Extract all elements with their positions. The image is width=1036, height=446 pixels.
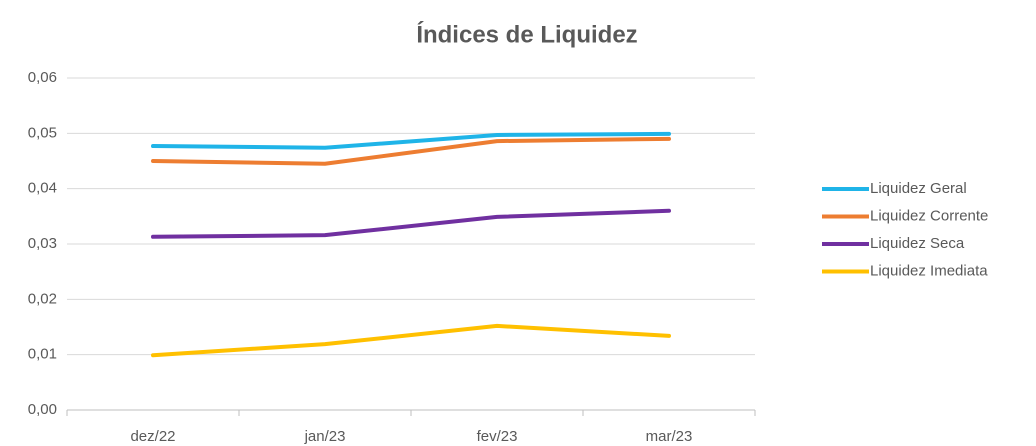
y-tick-label: 0,02 xyxy=(28,290,57,307)
y-tick-label: 0,00 xyxy=(28,401,57,418)
legend-label: Liquidez Imediata xyxy=(870,262,988,279)
legend-label: Liquidez Geral xyxy=(870,180,967,197)
series-line xyxy=(151,131,671,150)
y-tick-label: 0,06 xyxy=(28,69,57,86)
x-tick-label: fev/23 xyxy=(477,428,518,445)
legend-label: Liquidez Seca xyxy=(870,235,965,252)
x-tick-label: dez/22 xyxy=(130,428,175,445)
chart-title: Índices de Liquidez xyxy=(416,20,637,48)
series-line xyxy=(151,136,671,166)
y-tick-label: 0,01 xyxy=(28,346,57,363)
y-tick-label: 0,04 xyxy=(28,180,57,197)
legend-label: Liquidez Corrente xyxy=(870,207,988,224)
x-tick-label: jan/23 xyxy=(304,428,346,445)
y-tick-label: 0,05 xyxy=(28,124,57,141)
x-tick-label: mar/23 xyxy=(646,428,693,445)
y-tick-label: 0,03 xyxy=(28,235,57,252)
series-line xyxy=(151,208,671,239)
series-line xyxy=(151,323,671,358)
